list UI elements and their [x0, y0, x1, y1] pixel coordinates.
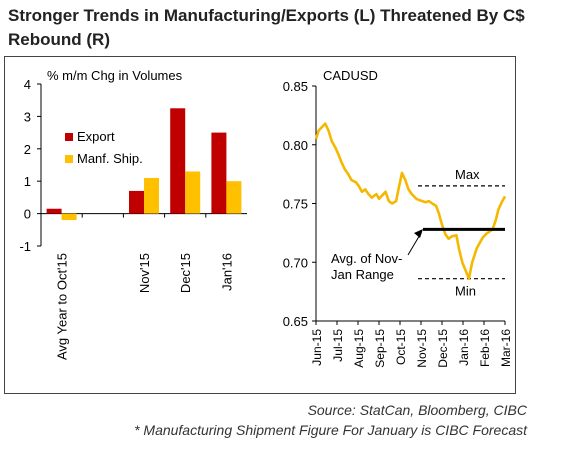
- avg-label-line1: Avg. of Nov-: [331, 251, 402, 266]
- bar-y-tick-label: 2: [24, 142, 31, 157]
- legend-export-swatch: [65, 133, 73, 141]
- bar-chart-title: % m/m Chg in Volumes: [47, 68, 183, 83]
- bar-category-label: Dec'15: [178, 253, 193, 293]
- bar-y-tick-label: 4: [24, 77, 31, 92]
- line-x-tick-label: Aug-15: [352, 329, 366, 368]
- charts-svg: % m/m Chg in Volumes -1 0 1 2 3 4 Avg Year to O…: [19, 68, 513, 368]
- chart-title: Stronger Trends in Manufacturing/Exports…: [8, 6, 525, 49]
- legend-export-label: Export: [77, 129, 115, 144]
- export-bar: [170, 108, 186, 214]
- manf-ship-bar: [144, 177, 159, 214]
- line-y-tick-label: 0.70: [283, 255, 308, 270]
- line-x-tick-label: Sep-15: [373, 329, 387, 368]
- line-y-tick-label: 0.65: [283, 314, 308, 329]
- min-label: Min: [455, 284, 476, 299]
- line-x-tick-label: Jun-15: [310, 329, 324, 366]
- avg-label-line2: Jan Range: [331, 267, 394, 282]
- manf-ship-bar: [226, 181, 242, 214]
- bar-y-tick-label: 0: [24, 207, 31, 222]
- cadusd-line: [314, 122, 507, 280]
- bar-y-tick-label: 3: [24, 109, 31, 124]
- bar-category-label: Jan'16: [219, 253, 234, 291]
- line-x-tick-label: Jul-15: [331, 329, 345, 362]
- bar-y-tick-label: -1: [19, 239, 31, 254]
- legend-manf-swatch: [65, 155, 73, 163]
- bar-y-tick-label: 1: [24, 174, 31, 189]
- manf-ship-bar: [61, 213, 77, 221]
- line-y-tick-label: 0.85: [283, 79, 308, 94]
- line-x-tick-label: Jan-16: [457, 329, 471, 366]
- line-x-tick-label: Nov-15: [415, 329, 429, 368]
- line-chart-title: CADUSD: [323, 68, 378, 83]
- legend-manf-label: Manf. Ship.: [77, 151, 143, 166]
- line-y-tick-label: 0.80: [283, 138, 308, 153]
- avg-arrow-head: [414, 229, 423, 238]
- line-y-tick-label: 0.75: [283, 197, 308, 212]
- line-x-tick-label: Feb-16: [478, 329, 492, 367]
- line-x-tick-label: Dec-15: [436, 329, 450, 368]
- source-note: Source: StatCan, Bloomberg, CIBC: [307, 402, 527, 418]
- max-label: Max: [455, 167, 480, 182]
- chart-panel: % m/m Chg in Volumes -1 0 1 2 3 4 Avg Year to O…: [4, 56, 516, 394]
- footnote: * Manufacturing Shipment Figure For Janu…: [134, 422, 527, 438]
- bar-category-label: Nov'15: [137, 253, 152, 293]
- line-x-tick-label: Oct-15: [394, 329, 408, 365]
- bar-category-label: Avg Year to Oct'15: [55, 253, 70, 360]
- export-bar: [211, 132, 227, 214]
- export-bar: [46, 208, 62, 214]
- line-x-tick-label: Mar-16: [499, 329, 513, 367]
- manf-ship-bar: [185, 171, 201, 214]
- export-bar: [129, 190, 144, 214]
